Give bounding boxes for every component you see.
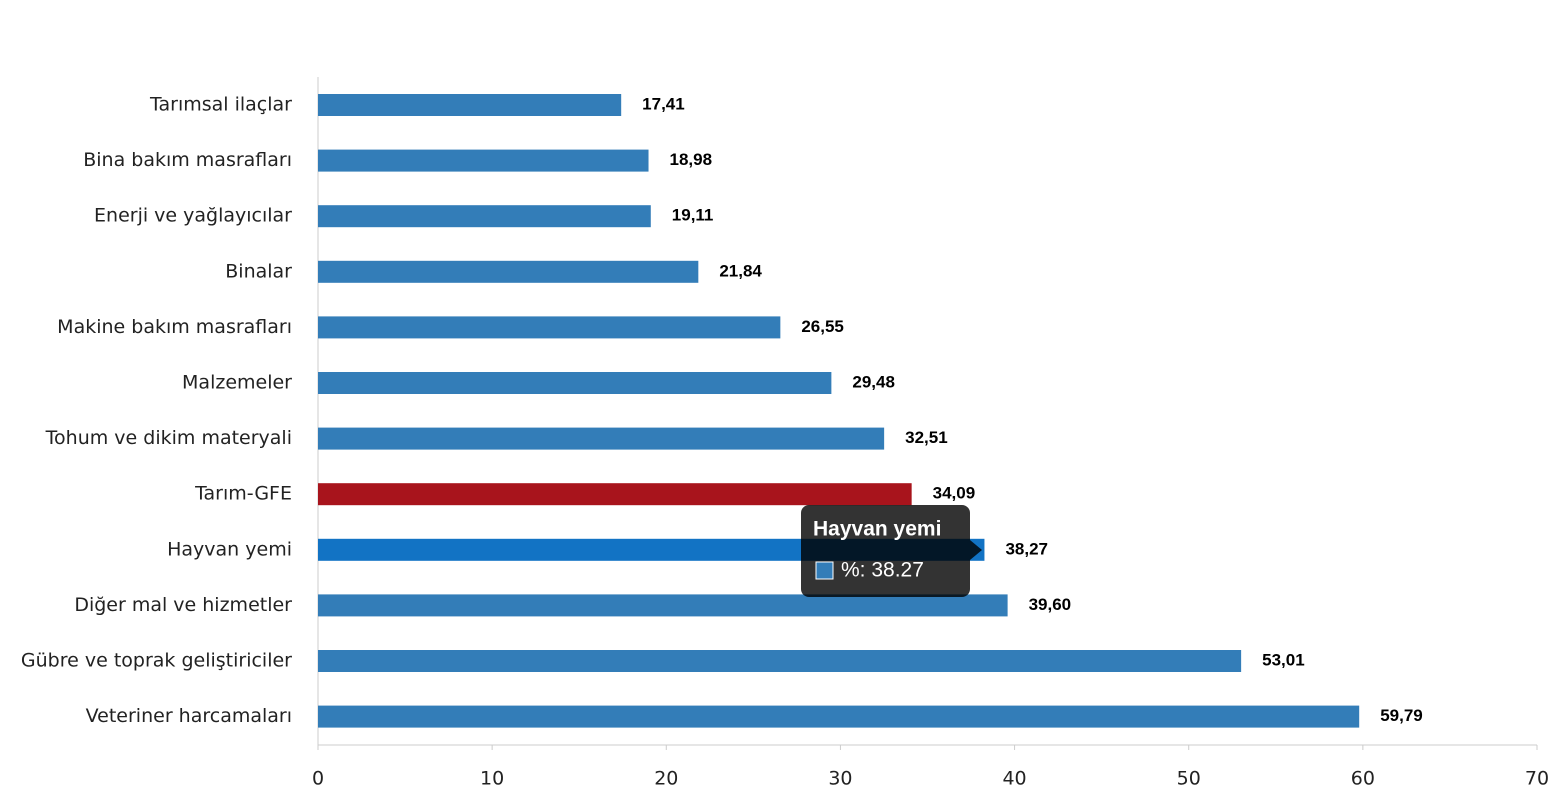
tooltip: Hayvan yemi %: 38.27 bbox=[801, 505, 982, 597]
x-tick-label: 60 bbox=[1351, 768, 1375, 790]
value-label: 26,55 bbox=[801, 317, 844, 336]
tooltip-text: %: 38.27 bbox=[841, 559, 924, 582]
category-label: Hayvan yemi bbox=[167, 538, 292, 560]
value-label: 19,11 bbox=[672, 206, 714, 225]
x-tick-label: 40 bbox=[1002, 768, 1026, 790]
bar bbox=[318, 94, 622, 116]
value-label: 18,98 bbox=[670, 150, 713, 169]
value-label: 39,60 bbox=[1029, 595, 1072, 614]
tooltip-swatch bbox=[815, 561, 834, 580]
category-label: Malzemeler bbox=[182, 372, 292, 394]
value-label: 38,27 bbox=[1005, 539, 1048, 558]
category-label: Binalar bbox=[225, 260, 292, 282]
value-label: 17,41 bbox=[642, 94, 685, 113]
x-tick-label: 70 bbox=[1525, 768, 1549, 790]
x-tick-label: 10 bbox=[480, 768, 504, 790]
category-label: Gübre ve toprak geliştiriciler bbox=[21, 650, 292, 672]
bar bbox=[318, 483, 912, 506]
category-label: Diğer mal ve hizmetler bbox=[74, 594, 292, 616]
tooltip-box bbox=[801, 505, 970, 597]
category-label: Enerji ve yağlayıcılar bbox=[94, 205, 292, 227]
bar bbox=[318, 316, 781, 339]
x-tick-label: 50 bbox=[1177, 768, 1201, 790]
category-label: Makine bakım masrafları bbox=[57, 316, 292, 338]
category-label: Tarım-GFE bbox=[194, 483, 292, 505]
bar bbox=[318, 594, 1008, 617]
value-label: 29,48 bbox=[852, 372, 895, 391]
x-tick-label: 20 bbox=[654, 768, 678, 790]
value-label: 59,79 bbox=[1380, 706, 1423, 725]
category-label: Tohum ve dikim materyali bbox=[45, 427, 292, 449]
bar bbox=[318, 427, 885, 450]
category-label: Bina bakım masrafları bbox=[83, 149, 292, 171]
tooltip-title: Hayvan yemi bbox=[813, 518, 941, 541]
value-label: 32,51 bbox=[905, 428, 948, 447]
bar bbox=[318, 260, 699, 283]
bar bbox=[318, 149, 649, 172]
category-label: Veteriner harcamaları bbox=[86, 705, 292, 727]
category-label: Tarımsal ilaçlar bbox=[149, 94, 292, 116]
value-label: 21,84 bbox=[719, 261, 762, 280]
x-tick-label: 0 bbox=[312, 768, 324, 790]
bar bbox=[318, 705, 1360, 728]
value-label: 34,09 bbox=[933, 484, 976, 503]
tooltip-arrow bbox=[970, 540, 982, 560]
bar bbox=[318, 372, 832, 394]
value-label: 53,01 bbox=[1262, 650, 1305, 669]
bar bbox=[318, 650, 1242, 672]
bar bbox=[318, 205, 651, 228]
x-tick-label: 30 bbox=[828, 768, 852, 790]
